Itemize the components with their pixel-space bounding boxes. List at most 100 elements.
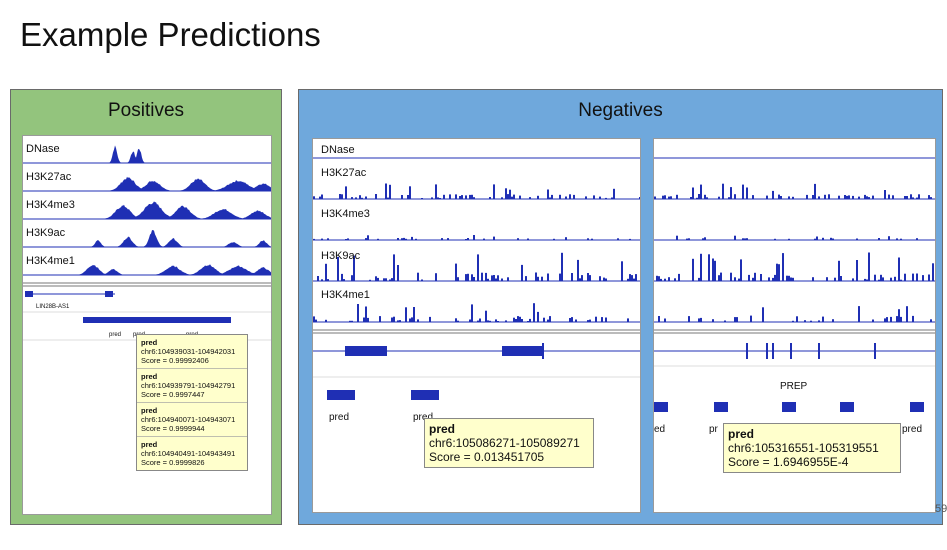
pred-label[interactable]: ed: [654, 424, 666, 435]
h3k9ac-signal: [547, 273, 549, 281]
h3k4me3-signal: [365, 238, 367, 240]
tooltip-entry: pred chr6:104940071-104943071 Score = 0.…: [137, 403, 247, 437]
h3k9ac-signal: [491, 275, 493, 281]
h3k9ac-signal: [561, 252, 563, 281]
h3k4me3-signal: [313, 238, 315, 240]
h3k4me1-signal: [658, 316, 660, 322]
h3k9ac-signal: [668, 277, 670, 281]
prediction-block: [714, 402, 728, 412]
h3k27ac-signal: [752, 195, 754, 199]
h3k4me1-signal: [477, 320, 479, 322]
h3k4me3-signal: [704, 237, 706, 240]
h3k4me1-signal: [413, 307, 415, 322]
h3k4me1-signal: [543, 317, 545, 322]
pred-label[interactable]: pr: [709, 424, 718, 435]
h3k9ac-signal: [635, 274, 637, 281]
h3k27ac-signal: [401, 195, 403, 199]
h3k27ac-signal: [439, 198, 441, 199]
gene-exon: [25, 291, 33, 297]
h3k27ac-signal: [892, 195, 894, 199]
h3k9ac-signal: [417, 272, 419, 281]
h3k9ac-signal: [589, 275, 591, 281]
h3k27ac-signal: [746, 187, 748, 199]
h3k27ac-signal: [569, 194, 571, 199]
h3k9ac-signal: [740, 259, 742, 281]
h3k4me3-signal: [405, 238, 407, 240]
h3k27ac-signal: [639, 197, 640, 199]
h3k4me1-signal: [700, 317, 702, 322]
h3k9ac-signal: [788, 275, 790, 281]
track-label-h3k4me3: H3K4me3: [26, 199, 75, 211]
h3k9ac-signal: [656, 275, 658, 281]
h3k27ac-signal: [355, 197, 357, 199]
pred-label[interactable]: pred: [329, 412, 350, 423]
h3k27ac-signal: [365, 196, 367, 199]
h3k4me1-signal: [734, 317, 736, 322]
h3k9ac-signal: [525, 276, 527, 281]
h3k4me1-signal: [349, 320, 351, 322]
h3k9ac-signal: [435, 273, 437, 281]
h3k4me1-signal: [391, 317, 393, 322]
h3k4me1-signal: [900, 316, 902, 322]
h3k27ac-signal: [664, 195, 666, 199]
h3k4me1-signal: [589, 319, 591, 322]
h3k4me1-signal: [792, 320, 794, 322]
h3k27ac-signal: [507, 194, 509, 199]
h3k9ac-signal: [778, 264, 780, 281]
h3k4me3-signal: [441, 238, 443, 240]
h3k27ac-signal: [792, 196, 794, 199]
h3k27ac-signal: [385, 183, 387, 199]
h3k4me1-signal: [664, 318, 666, 322]
h3k9ac-signal: [621, 261, 623, 281]
h3k4me1-signal: [471, 304, 473, 322]
h3k9ac-signal: [473, 277, 475, 281]
h3k27ac-signal: [884, 190, 886, 199]
negatives-left-tracks-canvas: [313, 157, 640, 400]
h3k9ac-signal: [664, 278, 666, 281]
h3k9ac-signal: [890, 277, 892, 281]
h3k4me1-signal: [712, 319, 714, 322]
h3k9ac-signal: [760, 274, 762, 281]
prediction-tooltip: pred chr6:104939031-104942031 Score = 0.…: [136, 334, 248, 471]
h3k9ac-signal: [541, 276, 543, 281]
h3k9ac-signal: [904, 273, 906, 281]
h3k4me1-signal: [365, 306, 367, 322]
slide-title: Example Predictions: [20, 16, 321, 53]
track-label-h3k27ac: H3K27ac: [321, 167, 367, 179]
track-label-h3k27ac: H3K27ac: [26, 171, 72, 183]
h3k4me3-signal: [774, 238, 776, 240]
h3k9ac-signal: [485, 272, 487, 281]
h3k27ac-signal: [313, 196, 315, 199]
h3k27ac-signal: [696, 197, 698, 199]
h3k27ac-signal: [690, 197, 692, 199]
pred-label[interactable]: pred: [109, 332, 122, 338]
h3k27ac-signal: [868, 197, 870, 199]
h3k4me3-signal: [832, 238, 834, 240]
h3k27ac-signal: [341, 194, 343, 199]
pred-label[interactable]: pred: [902, 424, 923, 435]
h3k27ac-signal: [361, 197, 363, 199]
track-label-h3k4me3: H3K4me3: [321, 208, 370, 220]
prediction-block: [654, 402, 668, 412]
h3k4me1-signal: [519, 316, 521, 322]
h3k4me1-signal: [898, 309, 900, 322]
h3k9ac-signal: [916, 273, 918, 281]
h3k9ac-signal: [660, 278, 662, 281]
h3k4me3-signal: [888, 236, 890, 240]
prediction-block: [910, 402, 924, 412]
h3k27ac-signal: [389, 184, 391, 199]
h3k27ac-signal: [916, 197, 918, 199]
h3k4me1-signal: [587, 320, 589, 322]
h3k4me3-signal: [403, 237, 405, 240]
h3k27ac-signal: [906, 196, 908, 199]
h3k9ac-signal: [856, 260, 858, 281]
h3k27ac-signal: [848, 195, 850, 199]
h3k4me3-signal: [397, 238, 399, 240]
h3k9ac-signal: [754, 272, 756, 281]
h3k9ac-signal: [341, 273, 343, 281]
gene-label: LIN28B-AS1: [36, 304, 70, 310]
h3k27ac-signal: [918, 194, 920, 199]
h3k4me3-signal: [617, 238, 619, 240]
pred-label[interactable]: pred: [413, 412, 434, 423]
h3k27ac-signal: [788, 196, 790, 199]
